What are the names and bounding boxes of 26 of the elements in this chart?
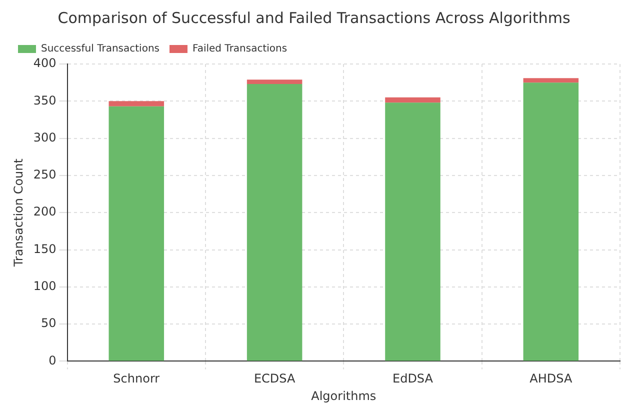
y-axis-title: Transaction Count (11, 158, 26, 268)
x-tick-label: Schnorr (113, 372, 160, 386)
bar (385, 102, 440, 361)
x-tick-label: AHDSA (530, 372, 573, 386)
x-axis-title: Algorithms (311, 388, 376, 403)
bar (246, 84, 302, 361)
x-tick-label: EdDSA (392, 372, 434, 386)
bar (246, 80, 302, 84)
y-tick-label: 300 (33, 130, 56, 144)
legend-label: Failed Transactions (192, 44, 288, 55)
y-tick-label: 50 (41, 316, 56, 330)
y-tick-label: 0 (48, 353, 56, 368)
bar (385, 97, 440, 103)
y-tick-label: 350 (33, 93, 56, 108)
chart-title: Comparison of Successful and Failed Transactions Across Algorithms (58, 8, 570, 27)
x-tick-label: ECDSA (254, 372, 296, 386)
y-tick-label: 400 (33, 56, 56, 70)
y-tick-label: 100 (33, 279, 56, 294)
y-tick-label: 250 (33, 168, 56, 182)
y-tick-label: 200 (33, 204, 56, 219)
bar (108, 101, 164, 106)
y-tick-label: 150 (33, 242, 56, 256)
bar (108, 106, 164, 361)
bar (523, 82, 579, 361)
bar (523, 78, 579, 83)
legend-label: Successful Transactions (41, 44, 160, 55)
